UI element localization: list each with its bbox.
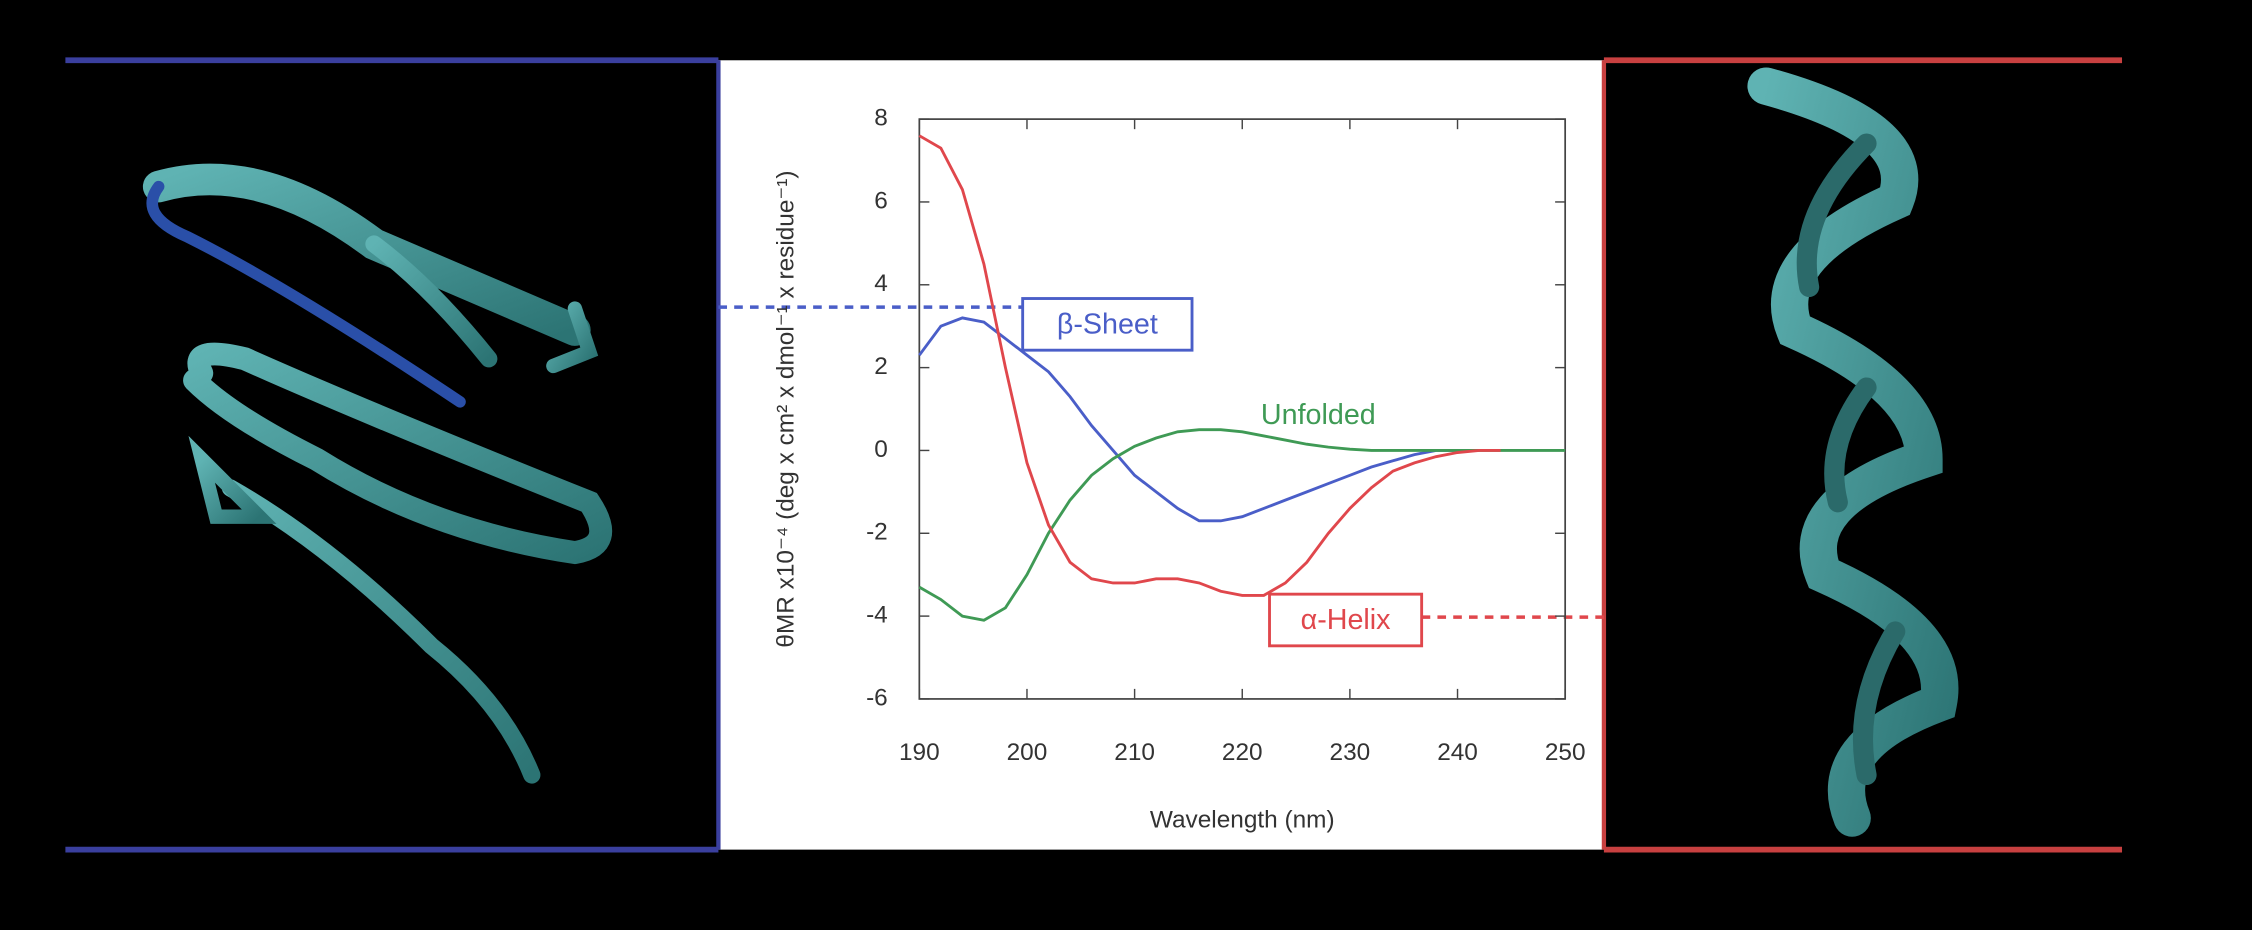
chart-panel <box>718 60 1604 850</box>
y-tick-label: -4 <box>866 602 888 629</box>
series-line <box>918 134 1501 597</box>
series-label: Unfolded <box>1261 399 1376 431</box>
series-label: β-Sheet <box>1057 308 1158 340</box>
x-tick-label: 240 <box>1437 739 1478 766</box>
y-tick-label: 2 <box>874 353 888 380</box>
x-tick-label: 250 <box>1545 739 1586 766</box>
x-tick-label: 220 <box>1222 739 1263 766</box>
series-label: α-Helix <box>1301 604 1392 636</box>
alpha-helix-structure <box>1747 67 1959 837</box>
y-tick-label: 0 <box>874 436 888 463</box>
y-tick-label: -6 <box>866 684 888 711</box>
x-tick-label: 200 <box>1007 739 1048 766</box>
y-tick-label: 8 <box>874 105 888 132</box>
y-tick-label: 6 <box>874 187 888 214</box>
y-tick-label: -2 <box>866 519 888 546</box>
annotation-box <box>1268 592 1424 648</box>
y-axis-label: θMR x10⁻⁴ (deg x cm² x dmol⁻¹ x residue⁻… <box>773 170 800 647</box>
beta-sheet-structure <box>142 163 613 784</box>
x-axis-label: Wavelength (nm) <box>1150 806 1335 833</box>
x-tick-label: 230 <box>1330 739 1371 766</box>
x-tick-label: 210 <box>1114 739 1155 766</box>
series-line <box>918 428 1566 622</box>
x-tick-label: 190 <box>899 739 940 766</box>
annotation-box <box>1021 297 1194 352</box>
series-line <box>918 316 1458 523</box>
y-tick-label: 4 <box>874 270 888 297</box>
